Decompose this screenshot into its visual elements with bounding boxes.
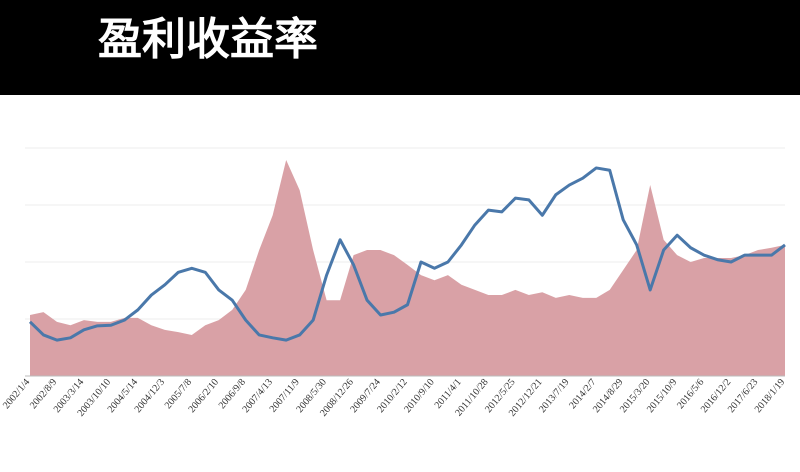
line: [28, 166, 786, 342]
title-banner: [0, 0, 800, 95]
area: [30, 159, 785, 376]
chart-title: 盈利收益率: [98, 14, 318, 65]
x-tick-label: 2002/1/4: [1, 377, 32, 411]
